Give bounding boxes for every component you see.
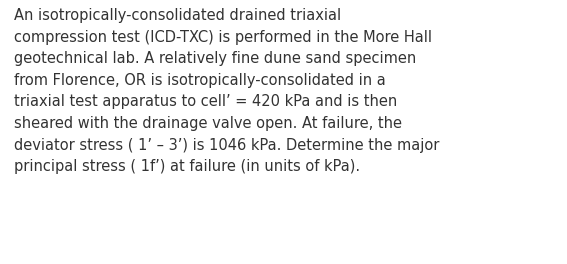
Text: An isotropically-consolidated drained triaxial
compression test (ICD-TXC) is per: An isotropically-consolidated drained tr… [14, 8, 439, 174]
